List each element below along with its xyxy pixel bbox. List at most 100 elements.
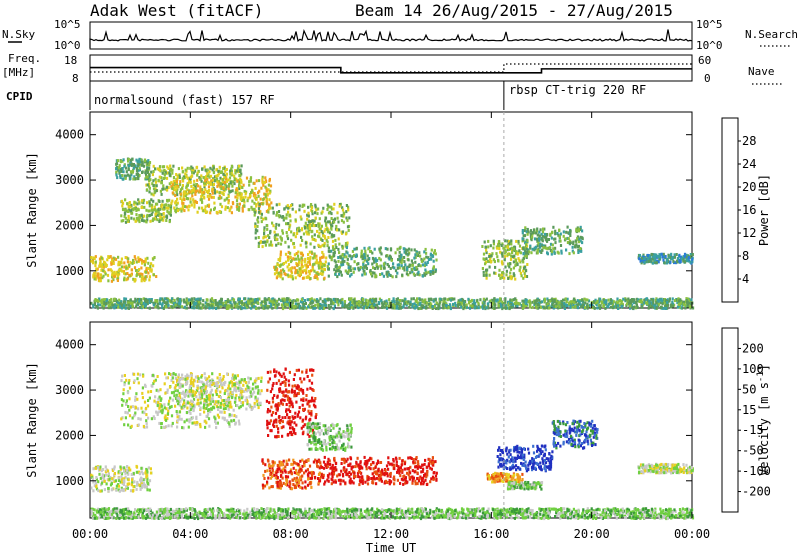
data-cell — [211, 187, 214, 191]
data-cell — [126, 482, 129, 486]
data-cell — [139, 257, 142, 261]
data-cell — [482, 257, 485, 261]
data-cell — [176, 303, 179, 307]
data-cell — [388, 254, 391, 258]
data-cell — [309, 269, 313, 273]
data-cell — [174, 386, 177, 390]
data-cell — [300, 217, 303, 221]
data-cell — [557, 251, 560, 255]
data-cell — [384, 301, 388, 305]
data-cell — [134, 165, 137, 169]
data-cell — [552, 306, 555, 310]
data-cell — [211, 189, 214, 193]
data-cell — [439, 297, 442, 301]
data-cell — [571, 249, 574, 253]
data-cell — [599, 304, 602, 308]
data-cell — [132, 166, 135, 170]
data-cell — [336, 216, 339, 220]
data-cell — [652, 301, 655, 305]
data-cell — [410, 259, 413, 263]
data-cell — [691, 306, 694, 310]
data-cell — [132, 258, 135, 262]
data-cell — [142, 164, 146, 168]
data-cell — [661, 255, 664, 259]
data-cell — [535, 237, 539, 241]
data-cell — [660, 305, 663, 309]
data-cell — [103, 298, 106, 302]
data-cell — [108, 299, 111, 303]
nave-tick-high: 60 — [698, 54, 711, 67]
data-cell — [133, 414, 136, 418]
data-cell — [197, 301, 201, 304]
data-cell — [520, 274, 523, 278]
data-cell — [373, 247, 376, 251]
data-cell — [309, 242, 312, 246]
data-cell — [293, 253, 296, 257]
data-cell — [467, 297, 470, 301]
data-cell — [652, 255, 655, 259]
data-cell — [116, 168, 120, 172]
data-cell — [144, 219, 147, 223]
data-cell — [562, 234, 565, 238]
data-cell — [575, 243, 578, 247]
data-cell — [124, 475, 127, 479]
data-cell — [281, 215, 284, 219]
data-cell — [217, 169, 220, 173]
data-cell — [109, 302, 112, 306]
data-cell — [154, 301, 157, 305]
data-cell — [291, 306, 294, 310]
data-cell — [152, 257, 155, 261]
data-cell — [557, 233, 560, 237]
data-cell — [385, 254, 388, 258]
data-cell — [254, 224, 257, 228]
data-cell — [403, 256, 406, 259]
data-cell — [328, 231, 331, 235]
data-cell — [120, 475, 123, 479]
data-cell — [209, 410, 212, 414]
data-cell — [548, 306, 551, 310]
data-cell — [201, 206, 204, 210]
data-cell — [375, 297, 378, 301]
data-cell — [324, 219, 327, 223]
data-cell — [307, 270, 310, 273]
data-cell — [676, 256, 680, 260]
data-cell — [298, 267, 301, 271]
y-tick-label: 4000 — [55, 128, 84, 142]
data-cell — [132, 471, 135, 475]
data-cell — [246, 303, 249, 307]
data-cell — [146, 299, 149, 303]
data-cell — [179, 191, 182, 194]
data-cell — [246, 199, 249, 203]
data-cell — [179, 188, 182, 192]
data-cell — [322, 234, 325, 238]
data-cell — [145, 413, 148, 417]
data-cell — [547, 238, 550, 241]
data-cell — [224, 177, 228, 181]
data-cell — [330, 212, 333, 216]
data-cell — [107, 472, 110, 476]
data-cell — [504, 250, 507, 254]
data-cell — [168, 198, 171, 202]
data-cell — [525, 254, 528, 258]
data-cell — [110, 261, 113, 265]
data-cell — [232, 418, 236, 422]
data-cell — [346, 218, 349, 222]
data-cell — [123, 477, 126, 481]
data-cell — [196, 184, 200, 188]
data-cell — [186, 192, 189, 196]
data-cell — [576, 306, 580, 310]
data-cell — [318, 235, 321, 239]
data-cell — [277, 273, 280, 277]
data-cell — [192, 168, 195, 172]
data-cell — [99, 261, 102, 265]
data-cell — [217, 415, 221, 419]
data-cell — [287, 250, 290, 254]
data-cell — [672, 259, 675, 263]
data-cell — [373, 303, 376, 307]
data-cell — [220, 187, 223, 191]
data-cell — [104, 272, 107, 276]
data-cell — [257, 210, 261, 214]
data-cell — [212, 195, 215, 199]
data-cell — [525, 275, 529, 278]
data-cell — [301, 258, 304, 262]
